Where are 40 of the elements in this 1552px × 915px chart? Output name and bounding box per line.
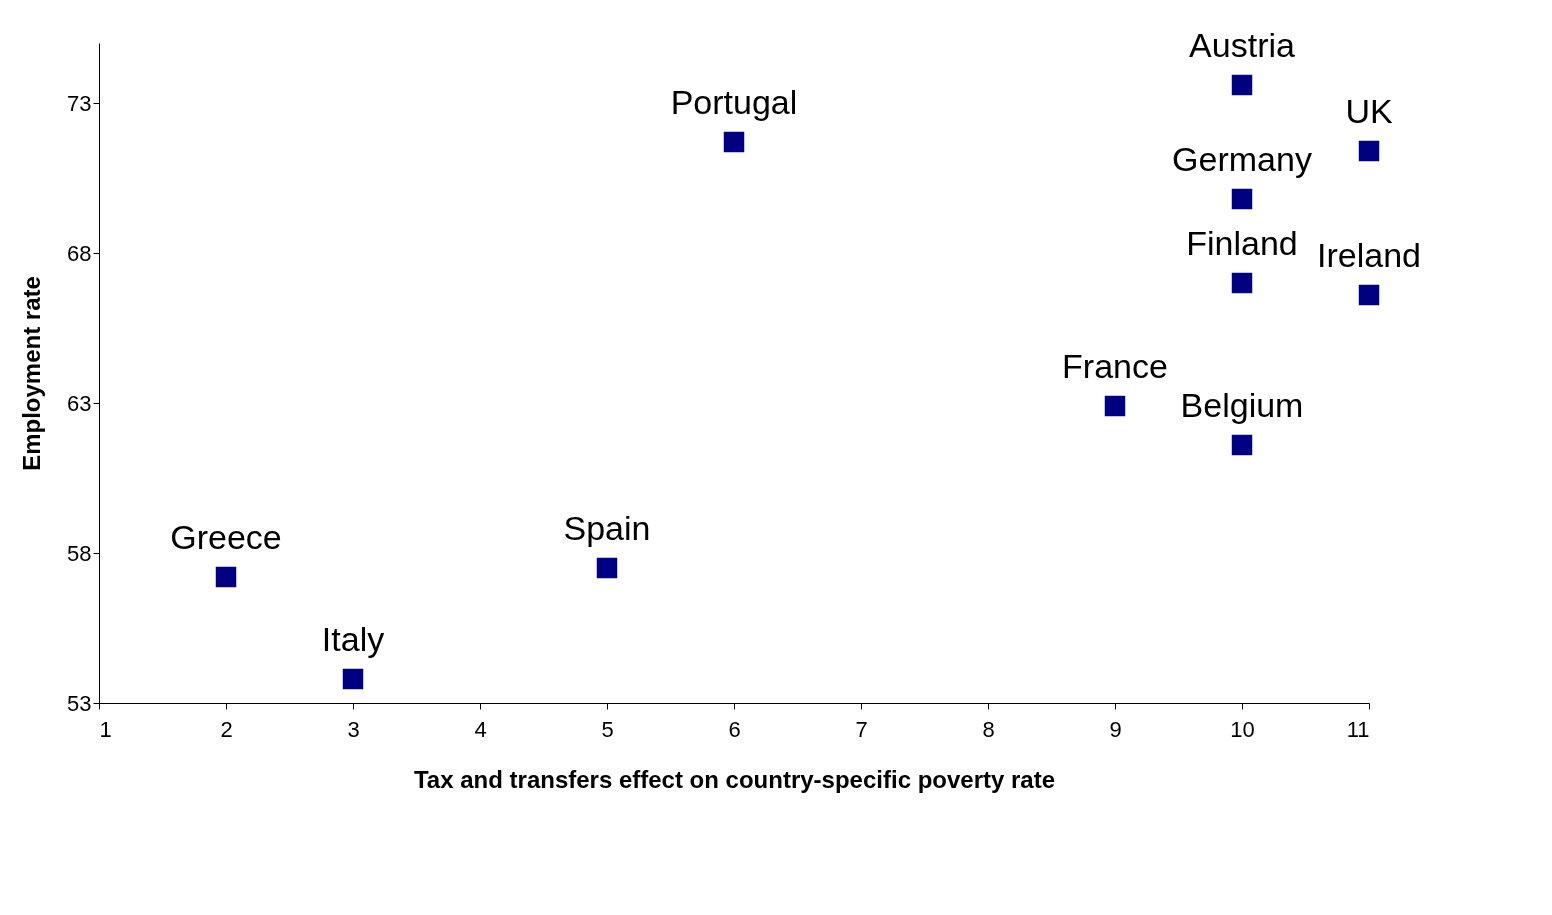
annotation: France bbox=[1062, 347, 1168, 385]
annotation: Ireland bbox=[1317, 236, 1421, 274]
point bbox=[342, 668, 364, 690]
point bbox=[1358, 284, 1380, 306]
x-tick-label: 8 bbox=[982, 716, 995, 742]
annotation: Spain bbox=[563, 509, 651, 547]
y-tick-label: 53 bbox=[67, 690, 92, 716]
point bbox=[723, 131, 745, 153]
y-axis-title: Employment rate bbox=[18, 276, 46, 471]
point bbox=[1231, 434, 1253, 456]
x-axis-title: Tax and transfers effect on country-specific poverty rate bbox=[413, 765, 1056, 793]
annotation: Austria bbox=[1189, 26, 1295, 64]
annotation: Greece bbox=[170, 518, 282, 556]
point bbox=[215, 566, 237, 588]
x-tick-label: 7 bbox=[855, 716, 868, 742]
x-tick-label: 11 bbox=[1346, 716, 1370, 742]
annotation: Portugal bbox=[670, 83, 798, 121]
x-tick-label: 4 bbox=[474, 716, 487, 742]
x-tick-label: 1 bbox=[99, 716, 112, 742]
y-tick-label: 63 bbox=[67, 390, 92, 416]
annotation: Germany bbox=[1172, 140, 1312, 178]
point bbox=[596, 557, 618, 579]
x-tick-label: 10 bbox=[1230, 716, 1255, 742]
x-tick-label: 6 bbox=[728, 716, 741, 742]
x-tick-label: 3 bbox=[347, 716, 360, 742]
annotation: Finland bbox=[1186, 224, 1298, 262]
y-tick-label: 73 bbox=[67, 90, 92, 116]
x-tick-label: 2 bbox=[220, 716, 233, 742]
x-tick-label: 9 bbox=[1109, 716, 1122, 742]
point bbox=[1231, 188, 1253, 210]
point bbox=[1231, 272, 1253, 294]
point bbox=[1358, 140, 1380, 162]
annotation: Belgium bbox=[1180, 386, 1304, 424]
y-tick-label: 68 bbox=[67, 240, 92, 266]
annotation: UK bbox=[1345, 92, 1393, 130]
annotation: Italy bbox=[321, 620, 385, 658]
point bbox=[1104, 395, 1126, 417]
x-tick-label: 5 bbox=[601, 716, 614, 742]
y-tick-label: 58 bbox=[67, 540, 92, 566]
point bbox=[1231, 74, 1253, 96]
